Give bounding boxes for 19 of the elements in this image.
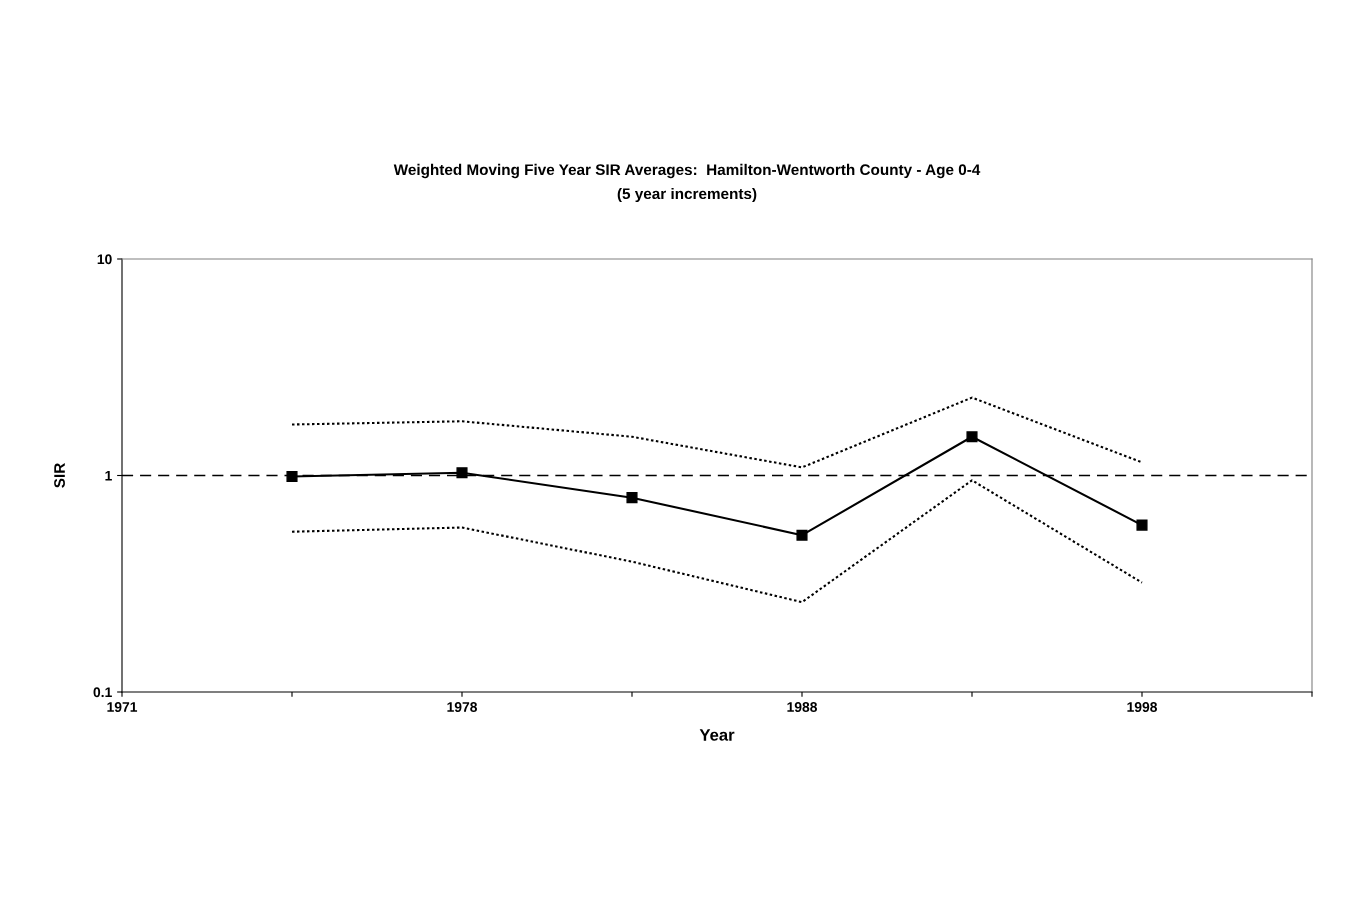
- chart-subtitle: (5 year increments): [617, 187, 757, 203]
- y-tick-label: 10: [97, 254, 112, 265]
- point: [286, 470, 298, 483]
- x-tick-label: 1988: [787, 702, 818, 712]
- chart-title: Weighted Moving Five Year SIR Averages: Hamilton-Wentworth County - Age 0-4: [393, 163, 981, 179]
- line-series: [290, 396, 1144, 469]
- x-tick-label: 1998: [1127, 702, 1158, 712]
- x-tick-label: 1971: [107, 702, 138, 712]
- x-tick-label: 1978: [447, 702, 478, 712]
- x-axis-title: Year: [699, 729, 735, 741]
- point: [1136, 519, 1148, 531]
- point: [966, 431, 978, 443]
- point: [796, 529, 808, 541]
- line-series: [290, 479, 1144, 604]
- point: [626, 492, 638, 504]
- y-tick-label: 0.1: [93, 687, 112, 698]
- point: [456, 467, 468, 479]
- y-axis-title: SIR: [54, 463, 65, 488]
- y-tick-label: 1: [105, 470, 112, 481]
